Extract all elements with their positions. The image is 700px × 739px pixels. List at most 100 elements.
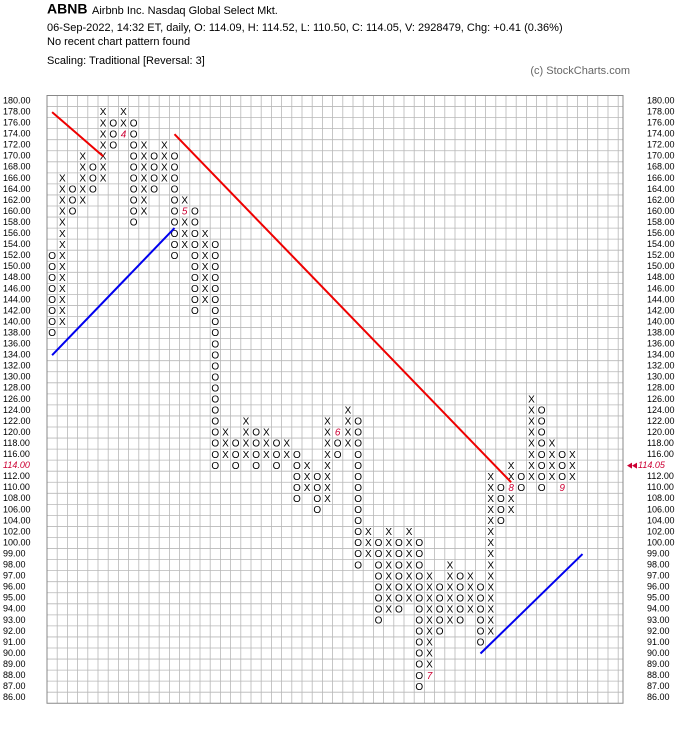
- y-tick-label-left: 174.00: [3, 129, 31, 139]
- o-box: O: [48, 273, 56, 284]
- y-tick-label-left: 98.00: [3, 560, 26, 570]
- x-box: X: [406, 549, 413, 560]
- y-tick-label-left: 91.00: [3, 637, 26, 647]
- y-tick-label-left: 130.00: [3, 372, 31, 382]
- o-box: O: [171, 251, 179, 262]
- y-tick-label-right: 178.00: [647, 106, 675, 116]
- o-box: O: [252, 461, 260, 472]
- o-box: O: [313, 505, 321, 516]
- y-tick-label-left: 99.00: [3, 548, 26, 558]
- o-box: O: [211, 240, 219, 251]
- x-box: X: [549, 461, 556, 472]
- o-box: O: [109, 118, 117, 129]
- o-box: O: [375, 582, 383, 593]
- x-box: X: [385, 604, 392, 615]
- o-box: O: [354, 439, 362, 450]
- x-box: X: [426, 571, 433, 582]
- o-box: O: [211, 339, 219, 350]
- y-tick-label-right: 120.00: [647, 427, 675, 437]
- o-box: O: [558, 472, 566, 483]
- o-box: O: [354, 461, 362, 472]
- x-box: X: [59, 273, 66, 284]
- o-box: O: [354, 549, 362, 560]
- o-box: O: [415, 638, 423, 649]
- y-tick-label-right: 134.00: [647, 350, 675, 360]
- o-box: O: [171, 151, 179, 162]
- o-box: O: [130, 118, 138, 129]
- o-box: O: [538, 417, 546, 428]
- o-box: O: [497, 483, 505, 494]
- y-tick-label-right: 146.00: [647, 283, 675, 293]
- o-box: O: [130, 207, 138, 218]
- o-box: O: [517, 472, 525, 483]
- x-box: X: [59, 284, 66, 295]
- y-tick-label-right: 95.00: [647, 593, 670, 603]
- o-box: O: [211, 417, 219, 428]
- x-box: X: [528, 472, 535, 483]
- y-tick-label-left: 89.00: [3, 659, 26, 669]
- o-box: O: [497, 494, 505, 505]
- y-tick-label-left: 148.00: [3, 272, 31, 282]
- x-box: X: [426, 616, 433, 627]
- x-box: X: [100, 174, 107, 185]
- y-tick-label-left: 178.00: [3, 106, 31, 116]
- y-tick-label-left: 114.00: [3, 460, 30, 470]
- y-tick-label-left: 122.00: [3, 416, 31, 426]
- o-box: O: [415, 682, 423, 693]
- o-box: O: [211, 328, 219, 339]
- x-box: X: [549, 472, 556, 483]
- o-box: O: [48, 284, 56, 295]
- x-box: X: [141, 196, 148, 207]
- x-box: X: [59, 240, 66, 251]
- x-box: X: [467, 582, 474, 593]
- o-box: O: [89, 174, 97, 185]
- o-box: O: [89, 162, 97, 173]
- o-box: O: [191, 251, 199, 262]
- o-box: O: [191, 262, 199, 273]
- o-box: O: [130, 140, 138, 151]
- y-tick-label-right: 160.00: [647, 206, 675, 216]
- o-box: O: [415, 549, 423, 560]
- o-box: O: [109, 129, 117, 140]
- o-box: O: [191, 295, 199, 306]
- o-box: O: [354, 483, 362, 494]
- o-box: O: [293, 494, 301, 505]
- y-tick-label-right: 158.00: [647, 217, 675, 227]
- y-tick-label-right: 98.00: [647, 560, 670, 570]
- y-tick-label-right: 96.00: [647, 582, 670, 592]
- o-box: O: [436, 582, 444, 593]
- y-tick-label-left: 146.00: [3, 283, 31, 293]
- y-tick-label-right: 90.00: [647, 648, 670, 658]
- y-tick-label-right: 108.00: [647, 493, 675, 503]
- o-box: O: [395, 549, 403, 560]
- o-box: O: [415, 571, 423, 582]
- x-box: X: [487, 549, 494, 560]
- o-box: O: [415, 538, 423, 549]
- x-box: X: [487, 538, 494, 549]
- x-box: X: [345, 417, 352, 428]
- y-tick-label-left: 88.00: [3, 670, 26, 680]
- x-box: X: [79, 151, 86, 162]
- x-box: X: [385, 560, 392, 571]
- o-box: O: [211, 317, 219, 328]
- o-box: O: [293, 461, 301, 472]
- o-box: O: [89, 185, 97, 196]
- o-box: O: [334, 439, 342, 450]
- o-box: O: [293, 450, 301, 461]
- y-tick-label-left: 152.00: [3, 250, 31, 260]
- o-box: O: [48, 295, 56, 306]
- o-box: O: [395, 593, 403, 604]
- o-box: O: [191, 284, 199, 295]
- month-marker: 5: [182, 207, 188, 218]
- o-box: O: [395, 604, 403, 615]
- x-box: X: [345, 406, 352, 417]
- y-tick-label-left: 156.00: [3, 228, 31, 238]
- x-box: X: [467, 593, 474, 604]
- x-box: X: [202, 284, 209, 295]
- x-box: X: [528, 439, 535, 450]
- x-box: X: [447, 582, 454, 593]
- x-box: X: [365, 549, 372, 560]
- o-box: O: [191, 207, 199, 218]
- o-box: O: [273, 461, 281, 472]
- x-box: X: [426, 627, 433, 638]
